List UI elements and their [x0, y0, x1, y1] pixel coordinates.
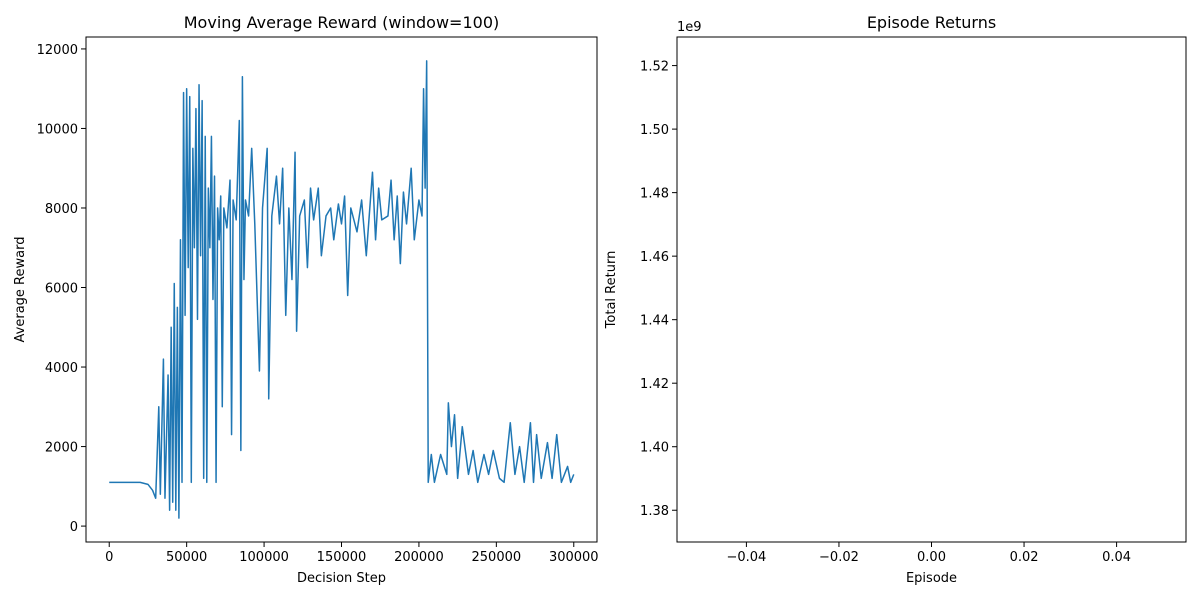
- x-tick-label: −0.02: [819, 550, 859, 565]
- x-tick-label: 100000: [239, 550, 289, 565]
- y-tick-label: 2000: [45, 441, 78, 456]
- y-axis-label: Total Return: [604, 251, 619, 330]
- y-tick-label: 1.52: [640, 60, 669, 75]
- y-tick-label: 1.40: [640, 441, 669, 456]
- x-tick-label: 250000: [472, 550, 522, 565]
- y-tick-label: 8000: [45, 202, 78, 217]
- x-tick-label: 50000: [166, 550, 207, 565]
- y-tick-label: 1.46: [640, 250, 669, 265]
- x-axis-label: Decision Step: [297, 571, 386, 586]
- x-tick-label: −0.04: [726, 550, 766, 565]
- y-tick-label: 4000: [45, 361, 78, 376]
- x-tick-label: 0.04: [1102, 550, 1131, 565]
- y-tick-label: 6000: [45, 282, 78, 297]
- y-tick-label: 1.38: [640, 504, 669, 519]
- y-tick-label: 10000: [37, 122, 78, 137]
- x-tick-label: 0.02: [1010, 550, 1039, 565]
- x-tick-label: 200000: [394, 550, 444, 565]
- y-tick-label: 1.48: [640, 187, 669, 202]
- chart-title: Episode Returns: [867, 13, 996, 32]
- y-tick-label: 1.44: [640, 314, 669, 329]
- x-tick-label: 0: [105, 550, 113, 565]
- y-offset-label: 1e9: [677, 20, 702, 35]
- y-tick-label: 12000: [37, 43, 78, 58]
- x-tick-label: 0.00: [917, 550, 946, 565]
- chart-title: Moving Average Reward (window=100): [184, 13, 499, 32]
- y-axis-label: Average Reward: [13, 237, 28, 343]
- y-tick-label: 1.50: [640, 123, 669, 138]
- axes-frame: [85, 36, 598, 543]
- x-tick-label: 150000: [317, 550, 367, 565]
- x-axis-label: Episode: [906, 571, 957, 586]
- y-tick-label: 0: [70, 520, 78, 535]
- y-tick-label: 1.42: [640, 377, 669, 392]
- x-tick-label: 300000: [549, 550, 599, 565]
- series-line: [109, 60, 575, 519]
- axes-frame: [676, 36, 1187, 543]
